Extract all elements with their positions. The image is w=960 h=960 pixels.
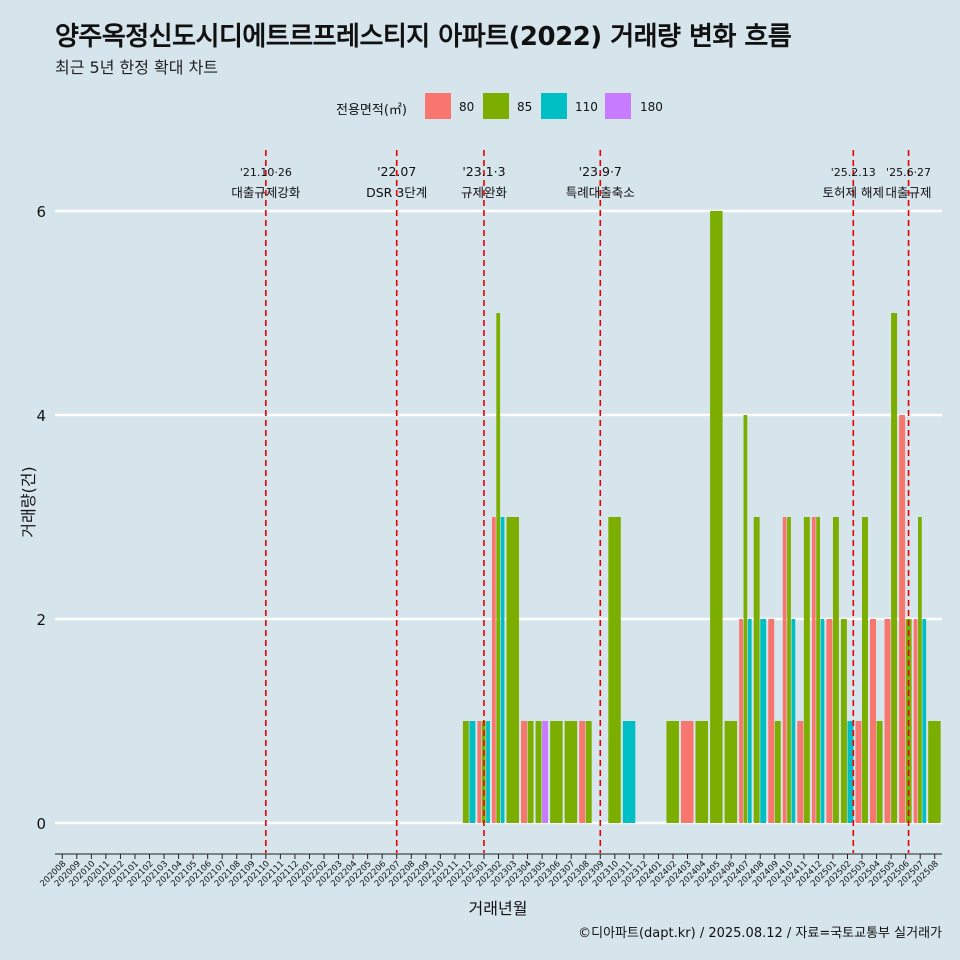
annotation-date: '22.07 [377, 164, 416, 179]
annotation-label: DSR 3단계 [366, 185, 427, 200]
bar-202507-110 [922, 619, 927, 823]
y-tick-label: 2 [36, 611, 46, 629]
bar-202305-85 [535, 721, 542, 823]
bar-202405-85 [710, 211, 723, 823]
bar-202502-85 [840, 619, 847, 823]
bar-202408-110 [760, 619, 767, 823]
annotation-label: 특례대출축소 [566, 185, 635, 200]
bar-202212-110 [469, 721, 476, 823]
bar-202501-85 [832, 517, 839, 823]
bar-202508-85 [928, 721, 941, 823]
legend-label-110: 110 [575, 100, 598, 114]
bar-202410-85 [787, 517, 791, 823]
legend-label-80: 80 [459, 100, 475, 114]
bar-202504-80 [870, 619, 876, 823]
y-tick-label: 4 [36, 407, 46, 425]
bar-202501-80 [826, 619, 833, 823]
bar-202506-80 [899, 415, 906, 823]
annotation-date: '25.6·27 [886, 166, 931, 179]
annotation-date: '25.2.13 [831, 166, 876, 179]
bar-202310-85 [608, 517, 621, 823]
bar-202311-110 [622, 721, 636, 823]
bar-202406-85 [724, 721, 738, 823]
bar-202411-80 [797, 721, 804, 823]
bar-202507-80 [913, 619, 918, 823]
legend-label-180: 180 [640, 100, 663, 114]
bar-202504-85 [876, 721, 883, 823]
annotation-label: 대출규제 [886, 185, 932, 200]
bar-202306-85 [550, 721, 563, 823]
y-axis-label: 거래량(건) [19, 466, 38, 537]
bar-202507-85 [918, 517, 922, 823]
bar-202505-80 [884, 619, 891, 823]
annotation-date: '21.10·26 [240, 166, 292, 179]
bar-202402-85 [666, 721, 679, 823]
annotations: '21.10·26 대출규제강화 '22.07 DSR 3단계 '23.1·3 규제완화 '… [231, 150, 932, 853]
source-caption: ©디아파트(dapt.kr) / 2025.08.12 / 자료=국토교통부 실… [578, 926, 942, 941]
bar-202302-110 [500, 517, 505, 823]
bar-202409-85 [774, 721, 781, 823]
annotation-label: 토허제 해제 [823, 185, 884, 200]
bar-202503-80 [855, 721, 862, 823]
x-axis-label: 거래년월 [469, 899, 528, 918]
annotation-label: 규제완화 [461, 185, 508, 200]
bar-202503-85 [862, 517, 868, 823]
legend-swatch-85 [483, 93, 509, 119]
bar-202502-110 [847, 721, 854, 823]
legend-swatch-80 [425, 93, 451, 119]
bar-202407-85 [743, 415, 748, 823]
bar-202408-85 [753, 517, 760, 823]
bar-202505-85 [891, 313, 898, 823]
bar-202304-80 [521, 721, 527, 823]
chart-title: 양주옥정신도시디에트르프레스티지 아파트(2022) 거래량 변화 흐름 [55, 22, 792, 52]
annotation-date: '23.9·7 [579, 164, 622, 179]
bar-202302-80 [491, 517, 496, 823]
bar-202307-85 [564, 721, 578, 823]
bar-202403-80 [680, 721, 694, 823]
bar-202305-180 [542, 721, 549, 823]
x-axis: 2020082020092020102020112020122021012021… [38, 853, 942, 889]
legend-swatch-180 [605, 93, 631, 119]
bar-202409-80 [768, 619, 775, 823]
legend-swatch-110 [541, 93, 567, 119]
y-axis: 0 2 4 6 [36, 203, 46, 833]
legend: 전용면적(㎡) 80 85 110 180 [0, 93, 960, 121]
bar-202301-110 [486, 721, 490, 823]
legend-label-85: 85 [517, 100, 533, 114]
bar-202301-80 [477, 721, 482, 823]
bar-202404-85 [695, 721, 709, 823]
bar-202412-80 [811, 517, 816, 823]
bar-202302-85 [496, 313, 501, 823]
bar-202212-85 [462, 721, 469, 823]
chart-subtitle: 최근 5년 한정 확대 차트 [55, 58, 219, 77]
bar-202412-85 [816, 517, 820, 823]
bar-202303-85 [506, 517, 519, 823]
bar-202407-110 [747, 619, 752, 823]
annotation-label: 대출규제강화 [231, 185, 301, 200]
y-tick-label: 0 [36, 815, 46, 833]
bar-202407-80 [739, 619, 743, 823]
bars [462, 211, 941, 823]
bar-202308-80 [579, 721, 586, 823]
y-tick-label: 6 [36, 203, 46, 221]
bar-202410-80 [782, 517, 787, 823]
annotation-date: '23.1·3 [462, 164, 505, 179]
legend-title: 전용면적(㎡) [336, 103, 407, 118]
bar-202308-85 [585, 721, 592, 823]
bar-202411-85 [803, 517, 810, 823]
bar-202304-85 [527, 721, 534, 823]
bar-202410-110 [791, 619, 796, 823]
bar-202412-110 [820, 619, 825, 823]
